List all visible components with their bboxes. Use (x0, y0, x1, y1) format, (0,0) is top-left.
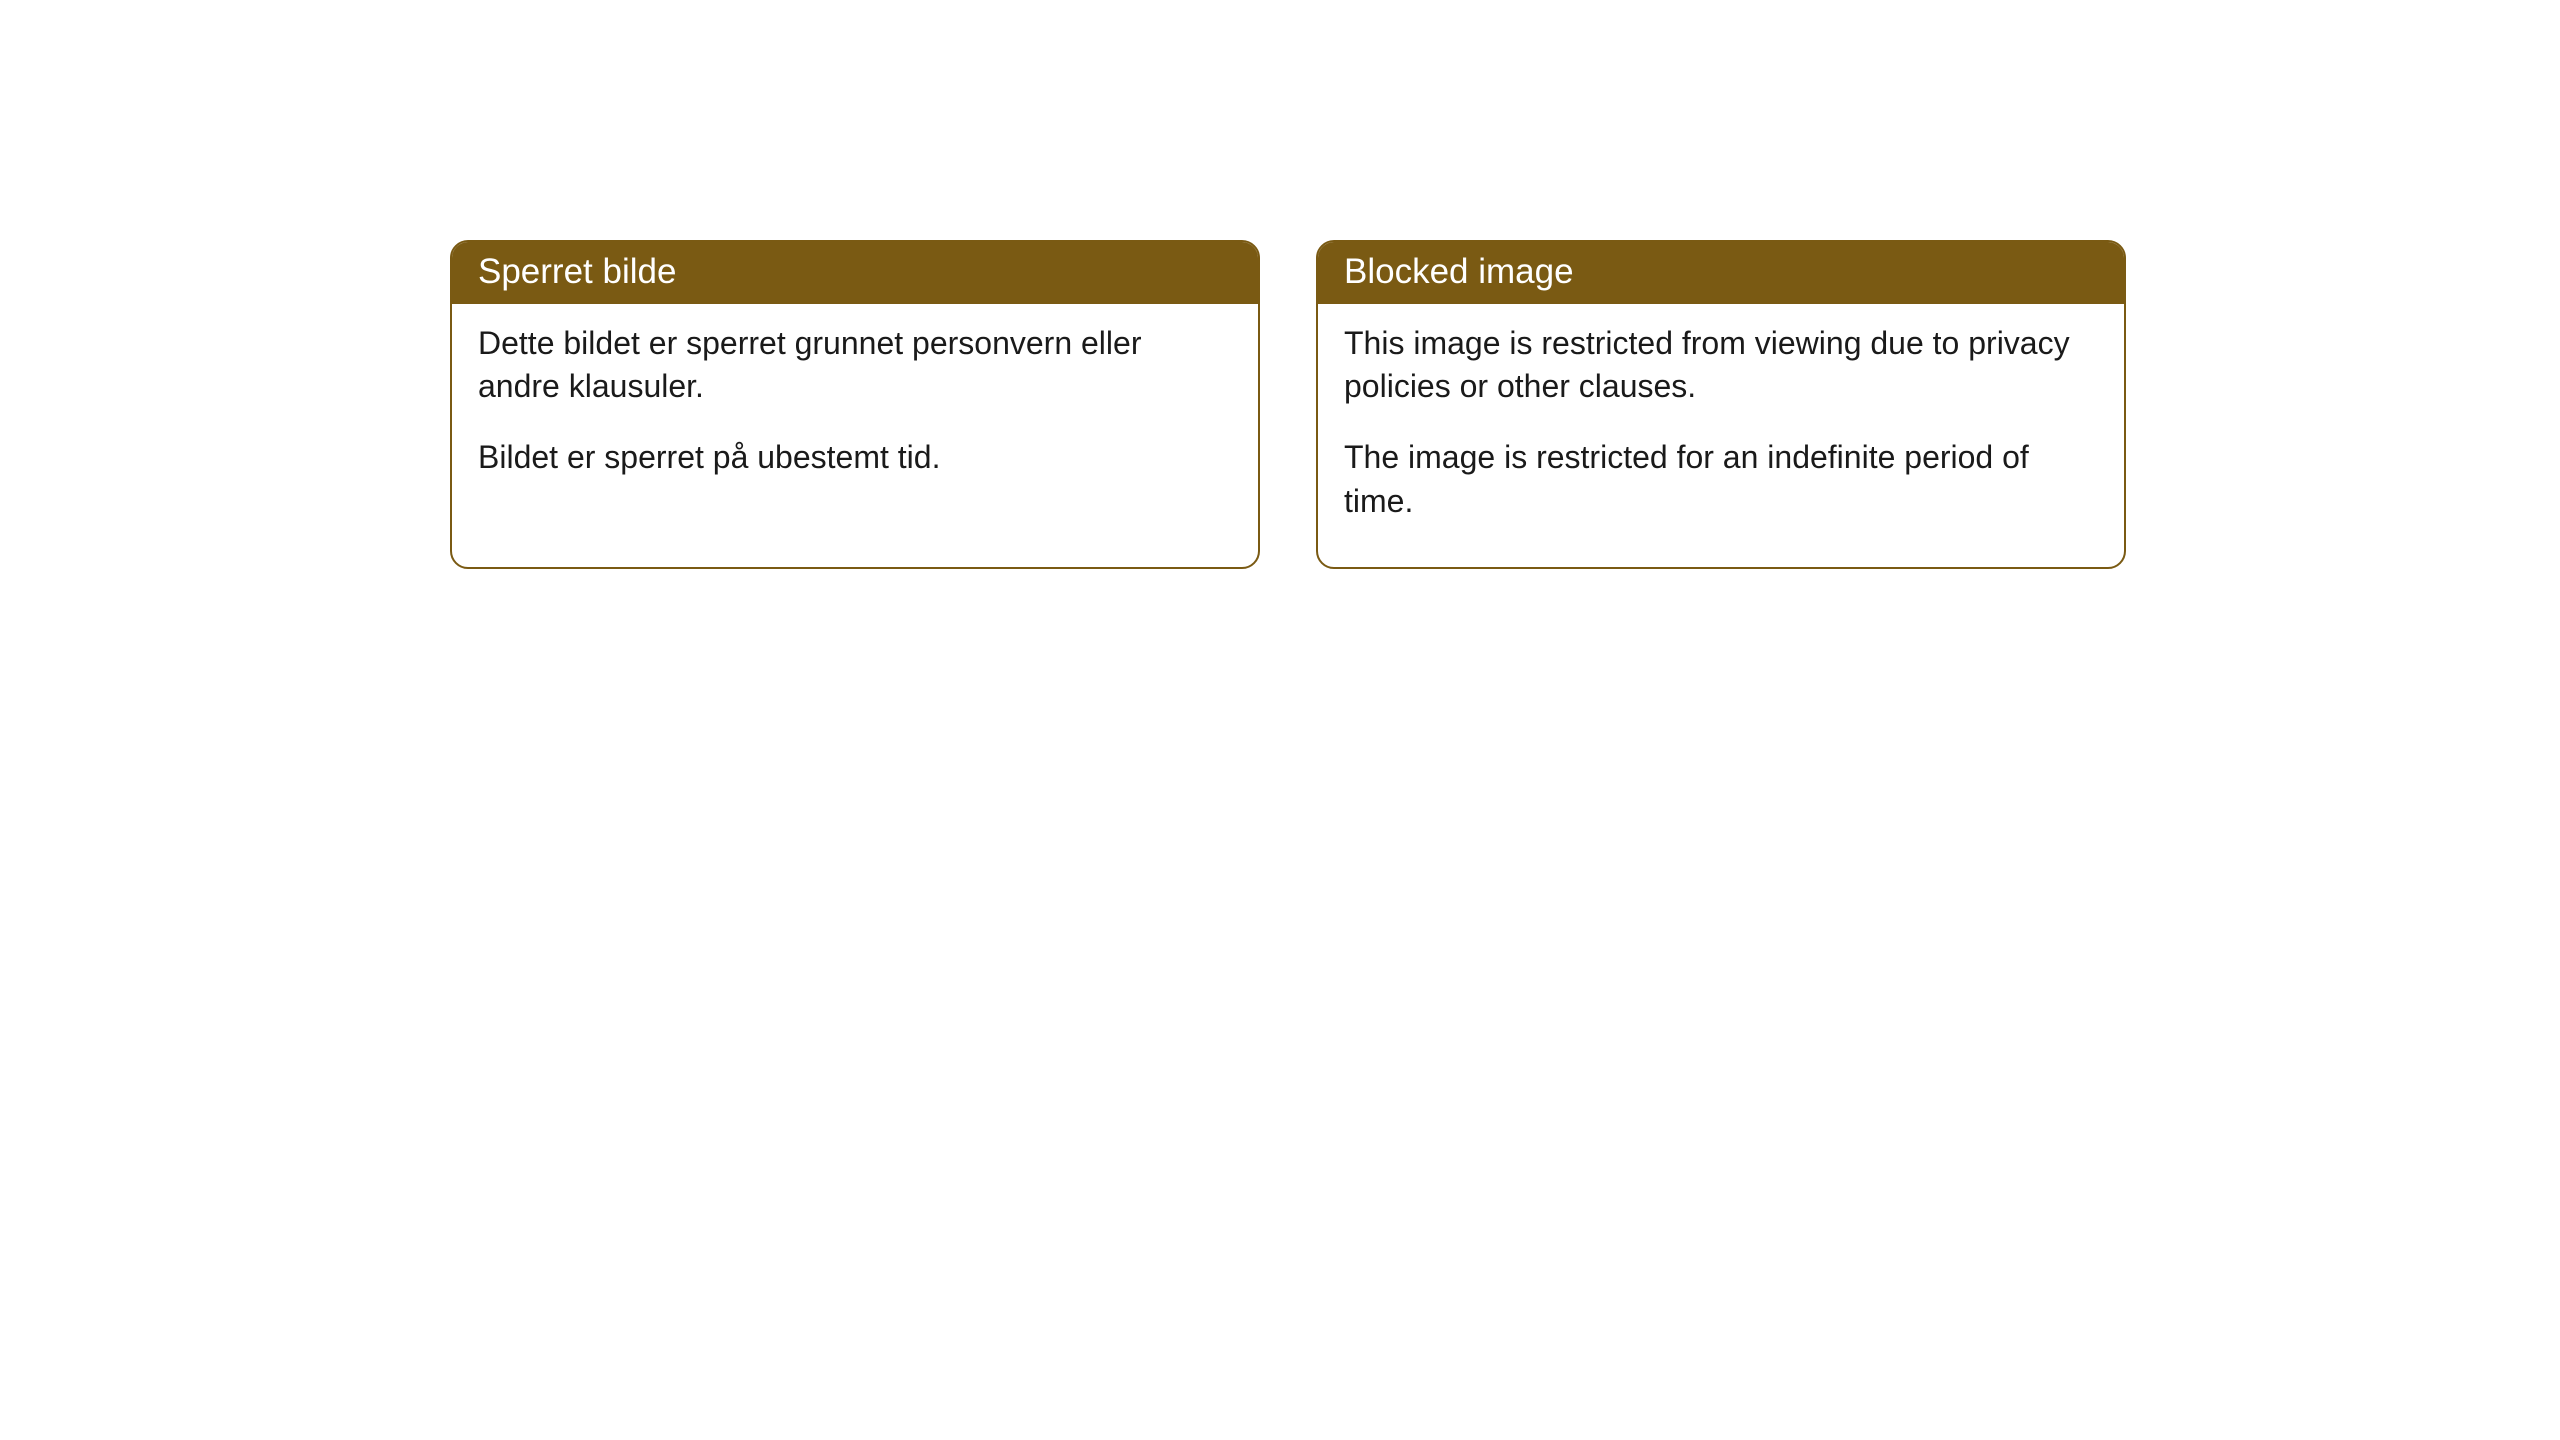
notice-container: Sperret bilde Dette bildet er sperret gr… (450, 240, 2126, 569)
notice-paragraph: Bildet er sperret på ubestemt tid. (478, 436, 1232, 479)
notice-body-english: This image is restricted from viewing du… (1318, 304, 2124, 567)
notice-paragraph: Dette bildet er sperret grunnet personve… (478, 322, 1232, 408)
notice-body-norwegian: Dette bildet er sperret grunnet personve… (452, 304, 1258, 524)
notice-header-norwegian: Sperret bilde (452, 242, 1258, 304)
notice-paragraph: This image is restricted from viewing du… (1344, 322, 2098, 408)
notice-card-english: Blocked image This image is restricted f… (1316, 240, 2126, 569)
notice-card-norwegian: Sperret bilde Dette bildet er sperret gr… (450, 240, 1260, 569)
notice-paragraph: The image is restricted for an indefinit… (1344, 436, 2098, 522)
notice-header-english: Blocked image (1318, 242, 2124, 304)
